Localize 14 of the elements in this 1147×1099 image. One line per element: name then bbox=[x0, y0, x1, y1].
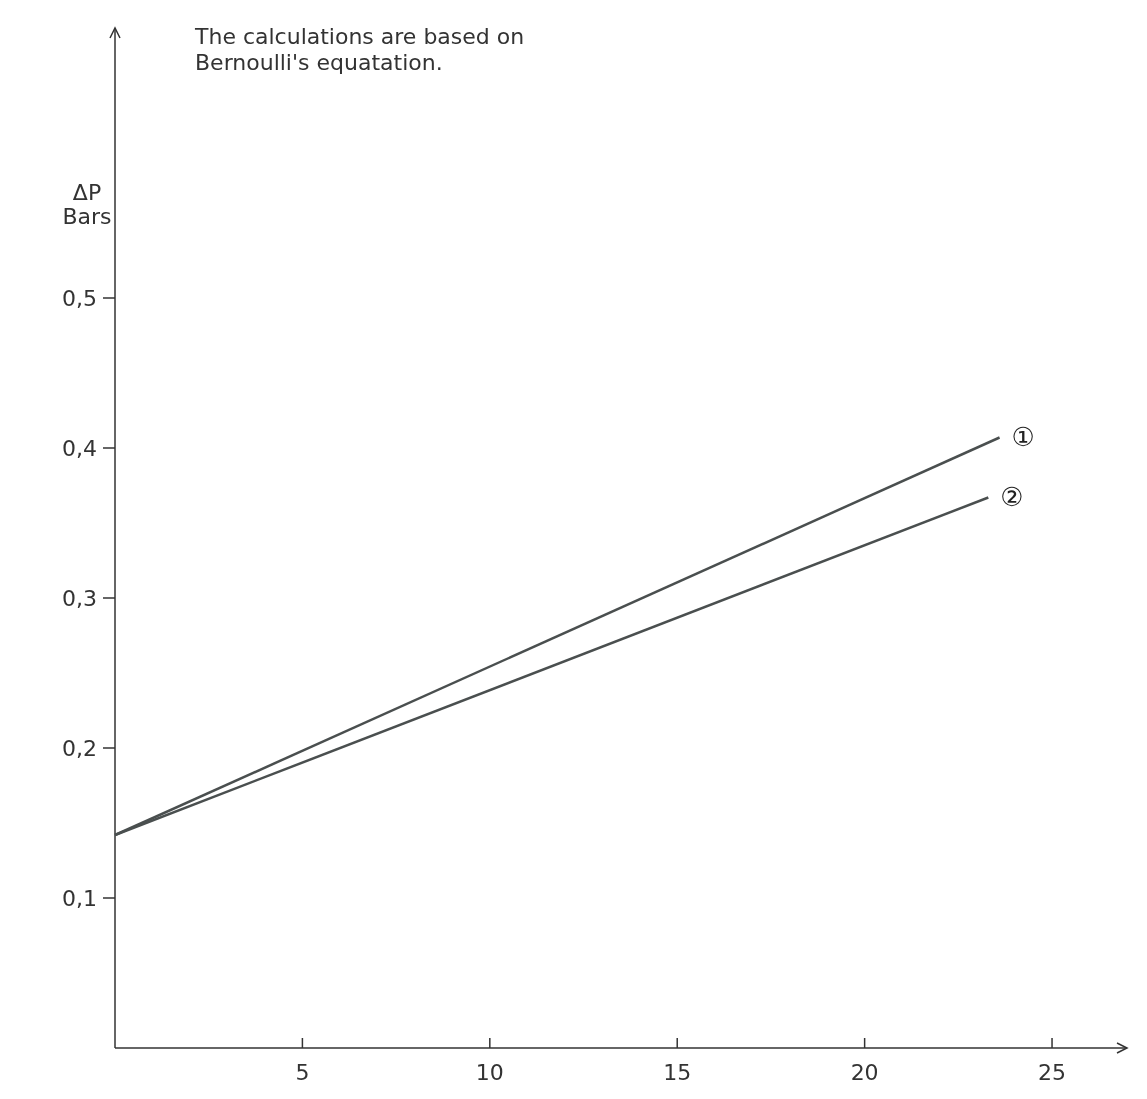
y-axis-title: ΔP Bars bbox=[62, 180, 112, 229]
y-tick-label: 0,2 bbox=[62, 735, 97, 761]
x-tick-label: 20 bbox=[850, 1060, 879, 1085]
series-label: ② bbox=[1000, 481, 1024, 512]
x-tick-label: 10 bbox=[475, 1060, 504, 1085]
x-tick-label: 25 bbox=[1038, 1060, 1067, 1085]
y-tick-label: 0,5 bbox=[62, 285, 97, 311]
y-tick-label: 0,3 bbox=[62, 585, 97, 611]
y-tick-label: 0,1 bbox=[62, 885, 97, 911]
x-tick-label: 15 bbox=[663, 1060, 692, 1085]
y-tick-label: 0,4 bbox=[62, 435, 97, 461]
x-tick-label: 5 bbox=[295, 1060, 310, 1085]
series-label: ① bbox=[1011, 421, 1035, 452]
chart-title: The calculations are based on Bernoulli's equatation. bbox=[194, 24, 525, 75]
